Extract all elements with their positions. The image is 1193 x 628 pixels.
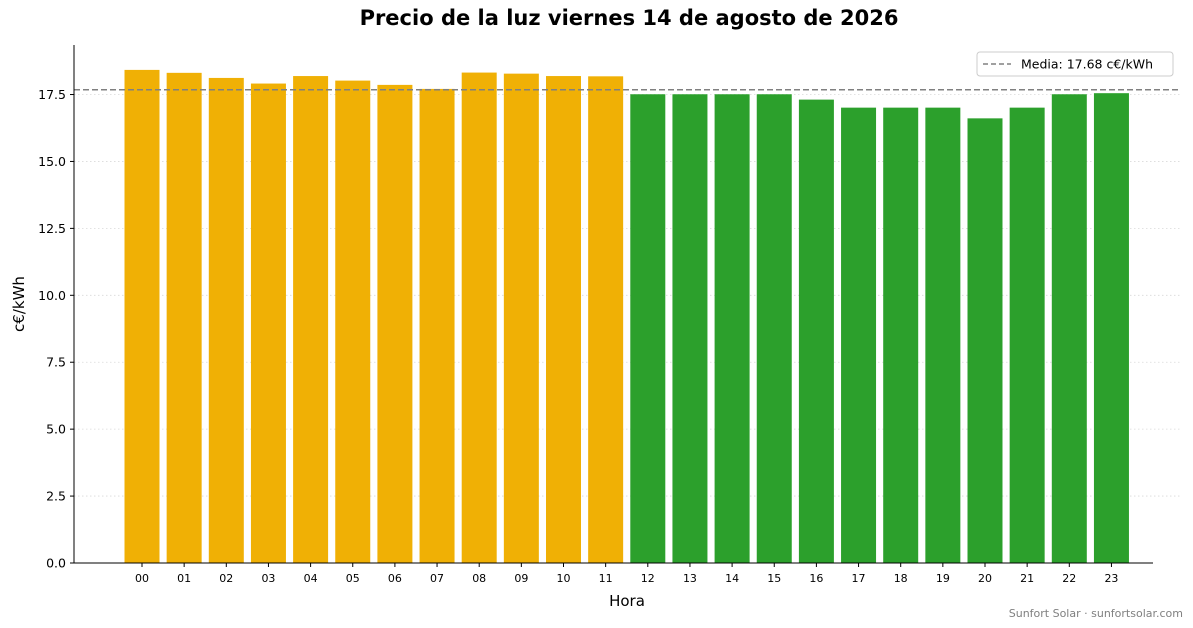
x-tick-label: 08 [472,572,486,585]
bar-13 [672,94,708,564]
x-tick-label: 01 [177,572,191,585]
y-tick-label: 7.5 [46,355,66,370]
bar-12 [630,94,666,564]
bar-22 [1051,94,1087,564]
x-tick-label: 22 [1062,572,1076,585]
y-tick-label: 17.5 [38,87,66,102]
x-tick-label: 19 [936,572,950,585]
bar-23 [1093,93,1129,564]
y-tick-label: 15.0 [38,154,66,169]
bar-11 [588,76,624,564]
legend-mean-label: Media: 17.68 c€/kWh [1021,57,1153,72]
bar-00 [124,69,160,564]
y-axis-ticks: 0.0 2.5 5.0 7.5 10.0 12.5 15.0 17.5 [38,87,74,571]
bar-08 [461,72,497,564]
y-tick-label: 12.5 [38,221,66,236]
legend: Media: 17.68 c€/kWh [976,51,1174,77]
bar-15 [756,94,792,564]
x-tick-label: 12 [641,572,655,585]
x-tick-label: 15 [767,572,781,585]
x-tick-label: 11 [599,572,613,585]
x-tick-label: 04 [304,572,318,585]
bar-04 [293,76,329,564]
bar-09 [503,73,539,564]
y-tick-label: 10.0 [38,288,66,303]
bar-06 [377,84,413,564]
bar-14 [714,94,750,564]
bar-01 [166,72,202,564]
bar-17 [841,107,877,564]
credit-text: Sunfort Solar · sunfortsolar.com [1009,607,1183,620]
y-tick-label: 2.5 [46,489,66,504]
bar-03 [250,83,286,564]
legend-box [976,51,1174,77]
bar-19 [925,107,961,564]
x-axis-label: Hora [609,592,645,610]
x-axis-ticks: 00 01 02 03 04 05 06 07 08 09 10 11 12 13 14 15 16 17 18 19… [135,563,1118,585]
x-tick-label: 10 [557,572,571,585]
bar-07 [419,88,455,564]
y-tick-label: 0.0 [46,556,66,571]
bar-20 [967,118,1003,564]
x-tick-label: 16 [809,572,823,585]
x-tick-label: 13 [683,572,697,585]
bar-18 [883,107,919,564]
x-tick-label: 09 [514,572,528,585]
y-tick-label: 5.0 [46,422,66,437]
x-tick-label: 14 [725,572,739,585]
bar-05 [335,80,371,564]
bar-21 [1009,107,1045,564]
x-tick-label: 23 [1104,572,1118,585]
bar-16 [798,99,834,564]
x-tick-label: 20 [978,572,992,585]
x-tick-label: 21 [1020,572,1034,585]
bar-02 [208,77,244,564]
x-tick-label: 18 [894,572,908,585]
x-tick-label: 17 [852,572,866,585]
x-tick-label: 05 [346,572,360,585]
bars [124,69,1129,564]
x-tick-label: 03 [261,572,275,585]
x-tick-label: 07 [430,572,444,585]
x-tick-label: 06 [388,572,402,585]
axes [73,45,1153,564]
x-tick-label: 00 [135,572,149,585]
chart-title: Precio de la luz viernes 14 de agosto de… [360,6,899,30]
bar-10 [546,76,581,564]
y-axis-label: c€/kWh [10,276,28,332]
x-tick-label: 02 [219,572,233,585]
